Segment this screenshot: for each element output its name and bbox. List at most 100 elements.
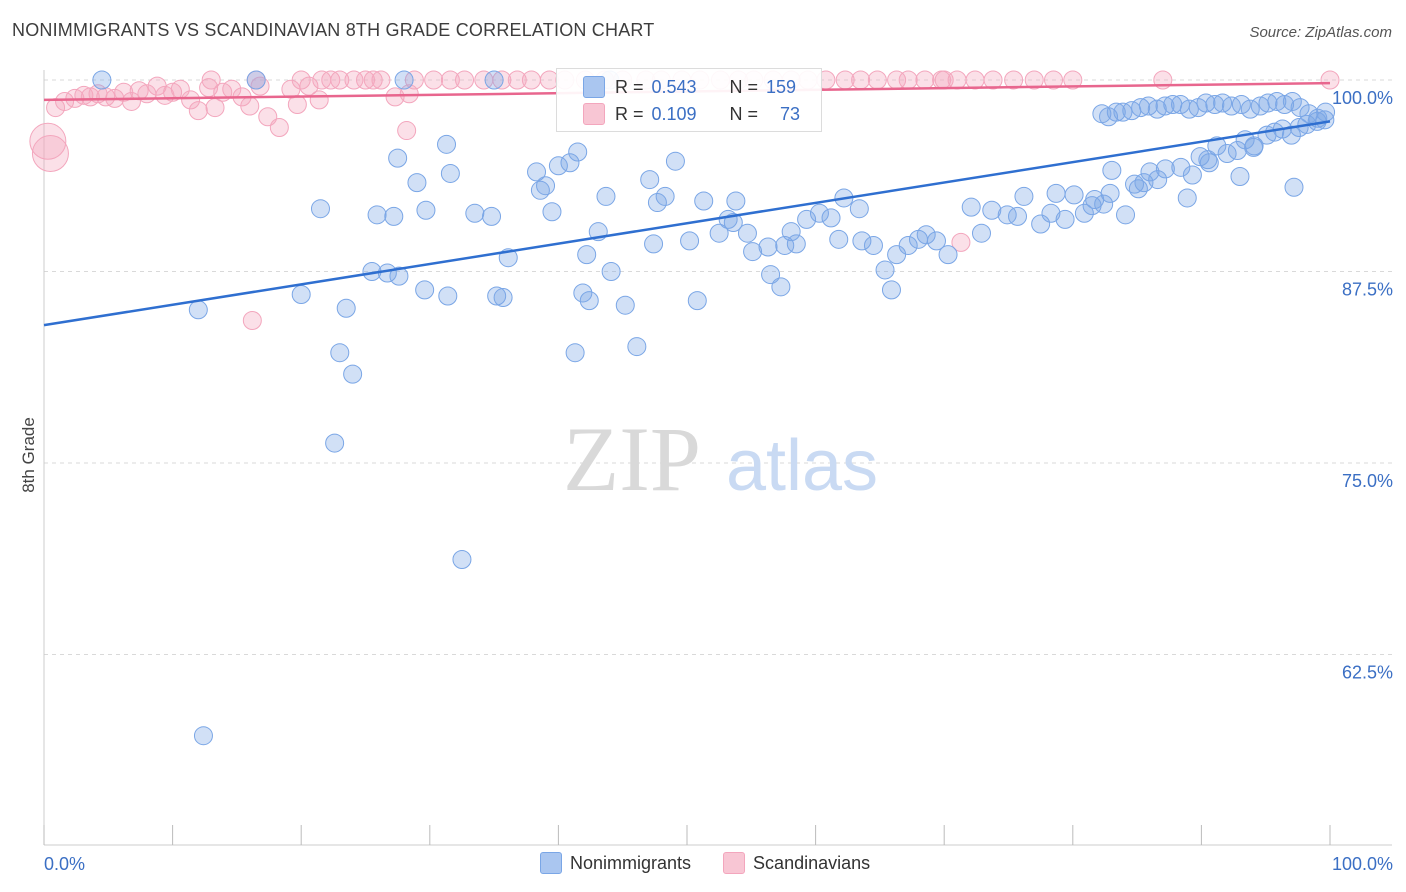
nonimmigrants-point-40 xyxy=(577,245,597,265)
nonimmigrants-point-1 xyxy=(246,70,266,90)
nonimmigrants-point-34 xyxy=(530,180,550,200)
nonimmigrants-point-75 xyxy=(875,260,895,280)
nonimmigrants-point-87 xyxy=(1008,206,1028,226)
scandinavians-point-51 xyxy=(521,70,541,90)
scandinavians-point-47 xyxy=(455,70,475,90)
stats-box: R = 0.543 N = 159 R = 0.109 N = 73 xyxy=(556,68,822,132)
stats-row-pink: R = 0.109 N = 73 xyxy=(583,102,800,126)
chart-title: NONIMMIGRANTS VS SCANDINAVIAN 8TH GRADE … xyxy=(12,20,655,40)
nonimmigrants-point-93 xyxy=(1074,203,1094,223)
legend-swatch-scandinavians xyxy=(723,852,746,874)
scandinavians-point-27 xyxy=(269,117,289,137)
scandinavians-point-88 xyxy=(31,135,69,173)
nonimmigrants-point-42 xyxy=(579,291,599,311)
nonimmigrants-point-59 xyxy=(726,191,746,211)
nonimmigrants-point-140 xyxy=(1267,91,1287,111)
nonimmigrants-point-5 xyxy=(188,300,208,320)
scandinavians-point-17 xyxy=(181,90,201,110)
scandinavians-point-78 xyxy=(1004,70,1024,90)
nonimmigrants-point-80 xyxy=(916,225,936,245)
nonimmigrants-point-144 xyxy=(1299,104,1319,124)
scandinavians-point-15 xyxy=(163,82,183,102)
nonimmigrants-point-155 xyxy=(1082,196,1102,216)
x-tick-label-1: 100.0% xyxy=(1332,854,1393,874)
scandinavians-point-50 xyxy=(507,70,527,90)
watermark: ZIP atlas xyxy=(563,408,878,510)
y-tick-label-2: 75.0% xyxy=(1342,471,1393,491)
scandinavians-point-0 xyxy=(29,122,67,160)
nonimmigrants-point-151 xyxy=(1284,177,1304,197)
nonimmigrants-point-149 xyxy=(1134,173,1154,193)
nonimmigrants-point-73 xyxy=(852,231,872,251)
nonimmigrants-point-25 xyxy=(440,163,460,183)
nonimmigrants-point-3 xyxy=(484,70,504,90)
nonimmigrants-trend-line xyxy=(43,120,1331,327)
scandinavians-point-82 xyxy=(397,121,417,141)
nonimmigrants-point-66 xyxy=(781,222,801,242)
legend-item-scandinavians: Scandinavians xyxy=(723,852,870,874)
nonimmigrants-point-106 xyxy=(1207,136,1227,156)
nonimmigrants-point-91 xyxy=(1055,209,1075,229)
nonimmigrants-point-78 xyxy=(898,235,918,255)
nonimmigrants-point-45 xyxy=(615,295,635,315)
nonimmigrants-point-124 xyxy=(1131,98,1151,118)
nonimmigrants-point-9 xyxy=(325,433,345,453)
nonimmigrants-point-17 xyxy=(384,206,404,226)
nonimmigrants-point-96 xyxy=(1100,183,1120,203)
y-tick-label-3: 62.5% xyxy=(1342,663,1393,683)
scandinavians-point-24 xyxy=(240,96,260,116)
nonimmigrants-point-19 xyxy=(438,286,458,306)
scandinavians-point-85 xyxy=(1320,70,1340,90)
scandinavians-point-34 xyxy=(344,70,364,90)
nonimmigrants-point-97 xyxy=(1116,205,1136,225)
nonimmigrants-point-107 xyxy=(1217,144,1237,164)
nonimmigrants-point-29 xyxy=(487,286,507,306)
nonimmigrants-point-11 xyxy=(452,550,472,570)
nonimmigrants-point-121 xyxy=(1106,102,1126,122)
nonimmigrants-point-83 xyxy=(961,197,981,217)
stats-r-label-blue: R = xyxy=(615,76,644,97)
nonimmigrants-point-49 xyxy=(644,234,664,254)
nonimmigrants-point-88 xyxy=(1014,186,1034,206)
nonimmigrants-point-36 xyxy=(560,153,580,173)
scandinavians-point-2 xyxy=(55,91,75,111)
nonimmigrants-point-62 xyxy=(771,277,791,297)
stats-n-label-pink: N = xyxy=(729,103,759,124)
nonimmigrants-point-104 xyxy=(1190,147,1210,167)
nonimmigrants-point-39 xyxy=(596,186,616,206)
stats-n-blue: 159 xyxy=(766,76,797,97)
nonimmigrants-point-99 xyxy=(1140,162,1160,182)
nonimmigrants-point-135 xyxy=(1221,96,1241,116)
nonimmigrants-point-18 xyxy=(415,280,435,300)
nonimmigrants-point-154 xyxy=(1128,179,1148,199)
nonimmigrants-point-21 xyxy=(388,148,408,168)
nonimmigrants-point-57 xyxy=(723,212,743,232)
nonimmigrants-point-22 xyxy=(407,173,427,193)
scandinavians-point-80 xyxy=(1044,70,1064,90)
nonimmigrants-point-60 xyxy=(743,242,763,262)
nonimmigrants-point-15 xyxy=(389,266,409,286)
scandinavians-point-41 xyxy=(291,70,311,90)
nonimmigrants-point-52 xyxy=(687,291,707,311)
nonimmigrants-point-82 xyxy=(938,245,958,265)
nonimmigrants-point-147 xyxy=(1244,137,1264,157)
nonimmigrants-point-33 xyxy=(542,202,562,222)
nonimmigrants-point-44 xyxy=(601,262,621,281)
legend-label-scandinavians: Scandinavians xyxy=(753,852,871,873)
nonimmigrants-point-55 xyxy=(709,223,729,243)
scandinavians-point-46 xyxy=(440,70,460,90)
scandinavians-point-29 xyxy=(287,95,307,115)
nonimmigrants-point-68 xyxy=(809,203,829,223)
nonimmigrants-point-10 xyxy=(193,726,213,746)
nonimmigrants-point-31 xyxy=(527,162,547,182)
nonimmigrants-point-46 xyxy=(627,337,647,357)
scandinavians-point-5 xyxy=(80,87,100,107)
y-tick-label-1: 87.5% xyxy=(1342,280,1393,300)
legend-label-nonimmigrants: Nonimmigrants xyxy=(570,852,692,873)
nonimmigrants-point-41 xyxy=(573,283,593,303)
scandinavians-point-72 xyxy=(898,70,918,90)
nonimmigrants-point-35 xyxy=(548,156,568,176)
nonimmigrants-point-74 xyxy=(863,235,883,255)
nonimmigrants-point-153 xyxy=(1177,188,1197,208)
nonimmigrants-point-141 xyxy=(1275,95,1295,115)
